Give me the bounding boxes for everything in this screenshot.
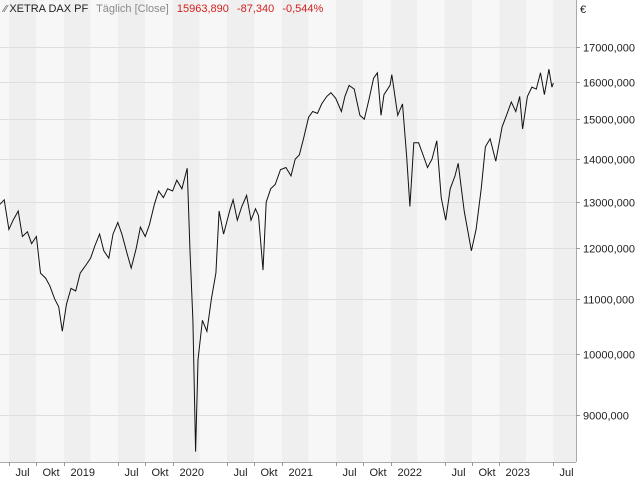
x-tick-label: Jul — [234, 467, 248, 479]
period-band — [363, 0, 391, 462]
period-band — [281, 0, 309, 462]
price-change: -87,340 — [236, 3, 275, 15]
x-tick-label: Okt — [261, 467, 278, 479]
x-tick-label: Okt — [43, 467, 60, 479]
period-band — [553, 0, 576, 462]
x-tick-label: Jul — [125, 467, 139, 479]
period-band — [254, 0, 282, 462]
period-band — [335, 0, 364, 462]
period-band — [117, 0, 146, 462]
x-tick-label: Jul — [452, 467, 466, 479]
period-band — [390, 0, 418, 462]
x-tick-label: 2022 — [398, 467, 422, 479]
y-tick-label: 14000,000 — [583, 155, 635, 167]
chart-header: ⁄⁄ XETRA DAX PF Täglich [Close] 15963,890… — [4, 3, 328, 15]
y-tick-label: 10000,000 — [583, 350, 635, 362]
period-band — [417, 0, 445, 462]
x-tick-label: Okt — [479, 467, 496, 479]
period-label: Täglich [Close] — [96, 3, 169, 15]
y-tick-label: 12000,000 — [583, 244, 635, 256]
x-tick-label: 2023 — [506, 467, 530, 479]
period-band — [8, 0, 37, 462]
x-tick-label: Jul — [343, 467, 357, 479]
period-band — [199, 0, 227, 462]
x-tick-label: 2019 — [71, 467, 95, 479]
period-bands — [0, 0, 576, 462]
y-tick-label: 9000,000 — [583, 411, 629, 423]
y-tick-label: 11000,000 — [583, 295, 634, 307]
period-band — [226, 0, 255, 462]
y-tick-label: 17000,000 — [583, 43, 635, 55]
period-band — [63, 0, 91, 462]
x-axis-ticks: Jul Okt 2019 Jul Okt 2020 Jul Okt 2021 Jul Okt 2022… — [9, 462, 574, 479]
x-tick-label: Jul — [560, 467, 574, 479]
x-tick-label: Okt — [152, 467, 169, 479]
period-band — [90, 0, 118, 462]
symbol-label: XETRA DAX PF — [9, 3, 89, 15]
price-change-percent: -0,544% — [282, 3, 324, 15]
period-band — [36, 0, 64, 462]
x-tick-label: Jul — [16, 467, 30, 479]
line-chart-icon: ⁄⁄ — [4, 4, 8, 15]
period-band — [499, 0, 527, 462]
currency-label: € — [580, 4, 587, 16]
period-band — [0, 0, 9, 462]
y-tick-label: 13000,000 — [583, 198, 635, 210]
x-tick-label: 2021 — [289, 467, 313, 479]
x-tick-label: 2020 — [180, 467, 204, 479]
period-band — [172, 0, 200, 462]
dax-price-line — [0, 69, 554, 452]
period-band — [471, 0, 500, 462]
y-axis-ticks: 9000,000 10000,000 11000,000 12000,000 13000… — [576, 43, 635, 423]
x-tick-label: Okt — [370, 467, 387, 479]
last-price: 15963,890 — [176, 3, 229, 15]
y-tick-label: 16000,000 — [583, 78, 635, 90]
gridlines — [0, 47, 576, 416]
period-band — [145, 0, 173, 462]
period-band — [308, 0, 336, 462]
y-tick-label: 15000,000 — [583, 115, 635, 127]
